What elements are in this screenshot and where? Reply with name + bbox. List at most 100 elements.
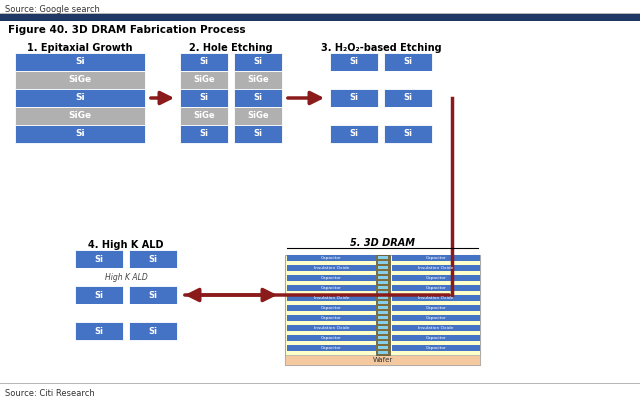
Bar bbox=[392, 325, 480, 331]
Text: Capacitor: Capacitor bbox=[426, 256, 446, 260]
Bar bbox=[234, 71, 282, 89]
Bar bbox=[376, 255, 390, 355]
Text: Insulation Oxide: Insulation Oxide bbox=[418, 296, 454, 300]
Bar bbox=[234, 89, 282, 107]
Bar bbox=[392, 351, 480, 355]
Bar bbox=[15, 71, 145, 89]
Bar bbox=[287, 341, 376, 345]
Text: Capacitor: Capacitor bbox=[321, 316, 342, 320]
Bar bbox=[287, 325, 376, 331]
Bar bbox=[392, 271, 480, 275]
Text: Insulation Oxide: Insulation Oxide bbox=[418, 266, 454, 270]
Bar bbox=[378, 351, 387, 354]
Text: Capacitor: Capacitor bbox=[321, 336, 342, 340]
Text: SiGe: SiGe bbox=[247, 75, 269, 85]
Text: Si: Si bbox=[403, 58, 413, 67]
Text: Si: Si bbox=[349, 58, 358, 67]
Text: Capacitor: Capacitor bbox=[426, 286, 446, 290]
Bar bbox=[75, 322, 123, 340]
Text: SiGe: SiGe bbox=[193, 75, 215, 85]
Text: 5. 3D DRAM: 5. 3D DRAM bbox=[350, 238, 415, 248]
Bar bbox=[287, 331, 376, 335]
Bar bbox=[378, 256, 387, 259]
Bar bbox=[378, 286, 387, 289]
Bar bbox=[392, 321, 480, 325]
Bar bbox=[15, 53, 145, 71]
Bar bbox=[285, 355, 480, 365]
Bar bbox=[378, 281, 387, 284]
Text: Si: Si bbox=[75, 58, 85, 67]
Bar bbox=[287, 345, 376, 351]
Text: Si: Si bbox=[95, 326, 104, 335]
Bar bbox=[378, 306, 387, 309]
Bar bbox=[378, 326, 387, 329]
Text: Si: Si bbox=[349, 94, 358, 102]
Bar bbox=[75, 250, 123, 268]
Text: 3. H₂O₂-based Etching: 3. H₂O₂-based Etching bbox=[321, 43, 442, 53]
Bar bbox=[392, 315, 480, 321]
Bar bbox=[129, 286, 177, 304]
Bar bbox=[384, 71, 432, 89]
Text: Capacitor: Capacitor bbox=[321, 276, 342, 280]
Bar bbox=[378, 276, 387, 279]
Bar bbox=[392, 265, 480, 271]
Bar bbox=[378, 301, 387, 304]
Bar bbox=[287, 351, 376, 355]
Text: Wafer: Wafer bbox=[372, 357, 392, 363]
Text: Capacitor: Capacitor bbox=[321, 346, 342, 350]
Bar bbox=[129, 268, 177, 286]
Text: Si: Si bbox=[95, 254, 104, 264]
Bar bbox=[392, 255, 480, 261]
Bar bbox=[287, 291, 376, 295]
Bar bbox=[392, 341, 480, 345]
Text: Si: Si bbox=[148, 326, 157, 335]
Bar bbox=[330, 71, 378, 89]
Text: Si: Si bbox=[148, 291, 157, 299]
Bar bbox=[287, 295, 376, 301]
Bar bbox=[287, 271, 376, 275]
Text: Capacitor: Capacitor bbox=[426, 306, 446, 310]
Bar bbox=[0, 14, 640, 21]
Text: Insulation Oxide: Insulation Oxide bbox=[314, 266, 349, 270]
Bar bbox=[287, 321, 376, 325]
Bar bbox=[287, 305, 376, 311]
Bar bbox=[378, 346, 387, 349]
Bar bbox=[287, 275, 376, 281]
Bar bbox=[392, 295, 480, 301]
Bar bbox=[285, 255, 480, 365]
Bar bbox=[287, 315, 376, 321]
Text: Capacitor: Capacitor bbox=[321, 286, 342, 290]
Bar bbox=[287, 255, 376, 261]
Bar bbox=[287, 261, 376, 265]
Text: SiGe: SiGe bbox=[68, 75, 92, 85]
Text: Si: Si bbox=[200, 129, 209, 139]
Bar bbox=[392, 311, 480, 315]
Text: Insulation Oxide: Insulation Oxide bbox=[314, 296, 349, 300]
Text: Source: Google search: Source: Google search bbox=[5, 5, 100, 14]
Bar bbox=[234, 53, 282, 71]
Text: Si: Si bbox=[253, 94, 262, 102]
Bar bbox=[287, 285, 376, 291]
Text: Figure 40. 3D DRAM Fabrication Process: Figure 40. 3D DRAM Fabrication Process bbox=[8, 25, 246, 35]
Bar bbox=[330, 125, 378, 143]
Bar bbox=[75, 304, 123, 322]
Bar bbox=[378, 296, 387, 299]
Bar bbox=[384, 89, 432, 107]
Bar bbox=[378, 316, 387, 319]
Bar bbox=[180, 71, 228, 89]
Bar bbox=[392, 285, 480, 291]
Text: Insulation Oxide: Insulation Oxide bbox=[418, 326, 454, 330]
Bar bbox=[180, 89, 228, 107]
Text: 2. Hole Etching: 2. Hole Etching bbox=[189, 43, 273, 53]
Bar bbox=[330, 107, 378, 125]
Bar bbox=[180, 125, 228, 143]
Text: Si: Si bbox=[403, 94, 413, 102]
Bar bbox=[378, 311, 387, 314]
Bar bbox=[392, 335, 480, 341]
Bar bbox=[384, 53, 432, 71]
Bar bbox=[378, 341, 387, 344]
Text: Si: Si bbox=[403, 129, 413, 139]
Bar bbox=[392, 281, 480, 285]
Text: SiGe: SiGe bbox=[193, 112, 215, 121]
Text: Source: Citi Research: Source: Citi Research bbox=[5, 389, 95, 397]
